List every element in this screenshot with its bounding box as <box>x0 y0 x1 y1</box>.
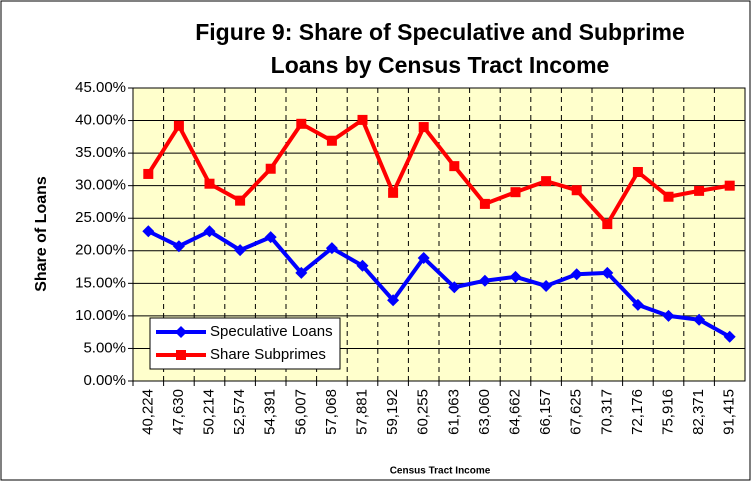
data-point <box>172 240 185 253</box>
x-tick-label: 57,068 <box>323 389 340 435</box>
y-tick-label: 45.00% <box>75 79 126 96</box>
data-point <box>325 242 338 255</box>
y-tick-label: 20.00% <box>75 242 126 259</box>
data-point <box>510 187 521 198</box>
y-tick-label: 35.00% <box>75 144 126 161</box>
data-point <box>694 185 705 196</box>
data-point <box>142 225 155 238</box>
data-point <box>509 270 522 283</box>
data-point <box>264 231 277 244</box>
data-point <box>602 219 613 230</box>
data-point <box>540 279 553 292</box>
data-point <box>143 168 154 179</box>
data-point <box>571 185 582 196</box>
data-point <box>541 176 552 187</box>
data-point <box>326 135 337 146</box>
data-point <box>387 294 400 307</box>
x-tick-label: 60,255 <box>415 389 432 435</box>
data-point <box>234 244 247 257</box>
x-tick-label: 64,662 <box>506 389 523 435</box>
x-tick-label: 63,060 <box>476 389 493 435</box>
data-point <box>449 161 460 172</box>
chart-title: Figure 9: Share of Speculative and Subpr… <box>195 19 685 45</box>
y-tick-label: 0.00% <box>83 372 126 389</box>
x-tick-label: 61,063 <box>445 389 462 435</box>
data-point <box>388 187 399 198</box>
data-point <box>479 198 490 209</box>
y-tick-label: 15.00% <box>75 274 126 291</box>
data-point <box>632 166 643 177</box>
y-tick-label: 30.00% <box>75 177 126 194</box>
x-tick-label: 50,214 <box>200 389 217 435</box>
data-point <box>478 274 491 287</box>
legend-marker <box>176 350 186 360</box>
x-tick-label: 52,574 <box>231 389 248 435</box>
x-tick-label: 72,176 <box>629 389 646 435</box>
data-point <box>417 251 430 264</box>
data-point <box>723 330 736 343</box>
x-tick-label: 47,630 <box>170 389 187 435</box>
y-tick-label: 25.00% <box>75 209 126 226</box>
x-tick-label: 75,916 <box>659 389 676 435</box>
y-tick-label: 40.00% <box>75 112 126 129</box>
series-line <box>147 229 731 339</box>
data-point <box>724 180 735 191</box>
data-point <box>295 266 308 279</box>
data-point <box>204 178 215 189</box>
data-point <box>662 309 675 322</box>
y-tick-label: 10.00% <box>75 307 126 324</box>
data-point <box>357 114 368 125</box>
series-line <box>146 117 731 227</box>
y-axis-label: Share of Loans <box>33 176 50 292</box>
chart-title: Loans by Census Tract Income <box>271 52 610 78</box>
data-point <box>265 163 276 174</box>
data-point <box>203 225 216 238</box>
data-point <box>235 195 246 206</box>
legend-label: Share Subprimes <box>210 346 326 363</box>
data-point <box>418 122 429 133</box>
y-tick-label: 5.00% <box>83 339 126 356</box>
x-tick-label: 54,391 <box>262 389 279 435</box>
data-point <box>663 191 674 202</box>
data-point <box>448 281 461 294</box>
data-point <box>693 313 706 326</box>
x-tick-label: 59,192 <box>384 389 401 435</box>
data-point <box>631 298 644 311</box>
data-point <box>356 259 369 272</box>
x-tick-label: 56,007 <box>292 389 309 435</box>
x-tick-label: 40,224 <box>139 389 156 435</box>
legend-box <box>149 317 341 370</box>
legend-marker <box>175 326 187 338</box>
x-tick-label: 70,317 <box>598 389 615 435</box>
x-axis-label: Census Tract Income <box>390 466 491 477</box>
data-point <box>601 266 614 279</box>
data-point <box>570 268 583 281</box>
data-point <box>296 118 307 129</box>
x-tick-label: 66,157 <box>537 389 554 435</box>
x-tick-label: 82,371 <box>690 389 707 435</box>
x-tick-label: 67,625 <box>568 389 585 435</box>
legend-label: Speculative Loans <box>210 323 333 340</box>
data-point <box>173 120 184 131</box>
x-tick-label: 57,881 <box>353 389 370 435</box>
x-tick-label: 91,415 <box>721 389 738 435</box>
